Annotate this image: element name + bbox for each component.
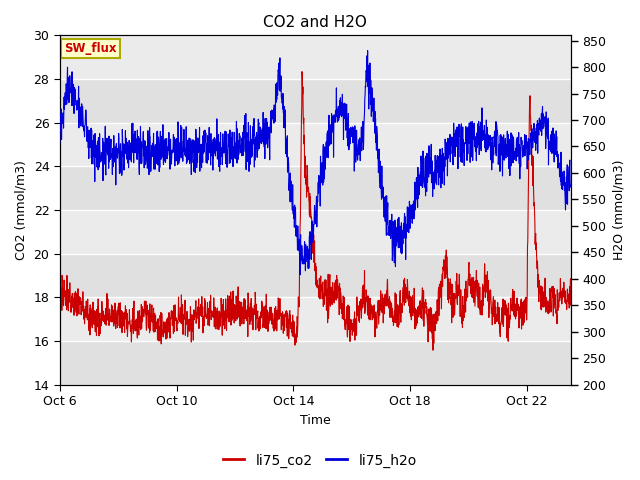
Y-axis label: H2O (mmol/m3): H2O (mmol/m3) xyxy=(612,160,625,260)
Bar xyxy=(60,297,571,341)
Title: CO2 and H2O: CO2 and H2O xyxy=(263,15,367,30)
Text: SW_flux: SW_flux xyxy=(64,42,116,55)
Bar xyxy=(60,123,571,166)
Y-axis label: CO2 (mmol/m3): CO2 (mmol/m3) xyxy=(15,160,28,260)
Bar xyxy=(60,36,571,79)
X-axis label: Time: Time xyxy=(300,414,331,427)
Legend: li75_co2, li75_h2o: li75_co2, li75_h2o xyxy=(218,448,422,473)
Bar xyxy=(60,210,571,253)
